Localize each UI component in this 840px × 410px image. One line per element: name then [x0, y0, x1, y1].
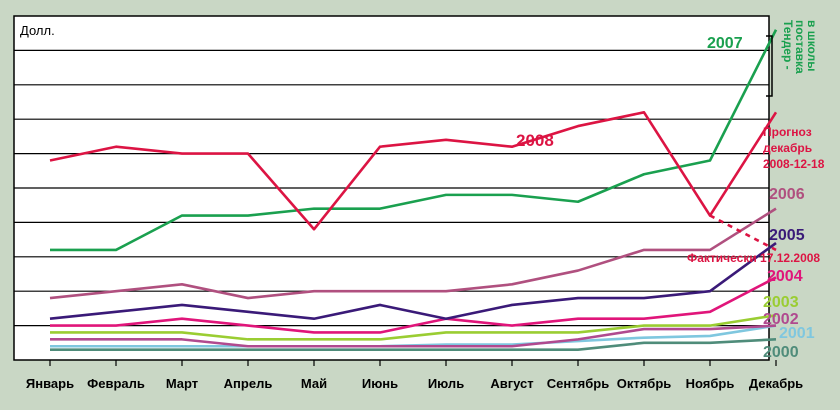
series-line-2002 [50, 324, 777, 348]
x-tick-label: Октябрь [617, 376, 672, 391]
actual-dashed-line [709, 214, 777, 252]
series-line-2004 [50, 276, 777, 334]
series-label-2000: 2000 [763, 344, 799, 361]
series-lines [49, 29, 778, 351]
x-tick-label: Март [166, 376, 198, 391]
x-tick-label: Декабрь [749, 376, 803, 391]
x-tick-label: Июнь [362, 376, 398, 391]
annotations: Долл. Прогноз декабрь 2008-12-18 Фактически… [20, 20, 825, 265]
series-line-2008 [49, 111, 778, 231]
x-tick-label: Июль [428, 376, 464, 391]
series-line-2003 [50, 313, 777, 341]
series-line-2005 [49, 241, 777, 321]
x-axis: Январь Февраль Март Апрель Май Июнь Июль Август… [26, 360, 803, 391]
series-label-2002: 2002 [763, 311, 799, 328]
series-line-2006 [49, 207, 777, 300]
x-tick-label: Апрель [224, 376, 273, 391]
series-label-2006: 2006 [769, 186, 805, 203]
actual-note: Фактически 17.12.2008 [687, 251, 820, 265]
x-tick-label: Август [490, 376, 533, 391]
series-label-2008: 2008 [516, 131, 554, 150]
series-line-2007 [50, 29, 778, 252]
y-axis-label: Долл. [20, 23, 55, 38]
series-label-2007: 2007 [707, 35, 743, 52]
series-label-2003: 2003 [763, 294, 799, 311]
forecast-note: Прогноз декабрь 2008-12-18 [763, 125, 825, 171]
tender-note: Тендер -поставкав школы [781, 20, 819, 74]
tender-bracket [766, 35, 773, 97]
x-tick-label: Январь [26, 376, 74, 391]
x-tick-label: Февраль [87, 376, 145, 391]
series-label-2004: 2004 [767, 268, 803, 285]
series-label-2001: 2001 [779, 325, 815, 342]
series-label-2005: 2005 [769, 227, 805, 244]
x-tick-label: Сентябрь [547, 376, 609, 391]
x-tick-label: Ноябрь [686, 376, 735, 391]
x-tick-label: Май [301, 376, 327, 391]
series-line-2000 [50, 338, 777, 351]
